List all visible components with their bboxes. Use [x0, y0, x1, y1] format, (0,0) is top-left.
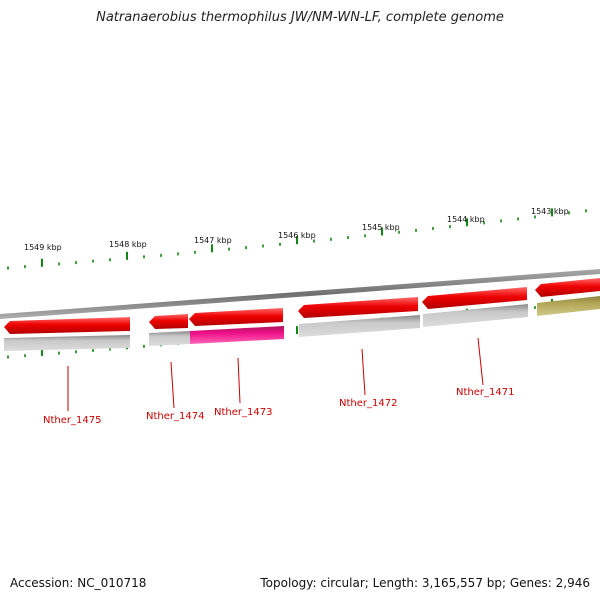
kbp-label: 1548 kbp: [109, 240, 147, 249]
kbp-label: 1543 kbp: [531, 207, 569, 216]
kbp-label: 1547 kbp: [194, 236, 232, 245]
gene-labels: Nther_1475 Nther_1474 Nther_1473 Nther_1…: [43, 387, 514, 426]
feature-bar[interactable]: [149, 331, 190, 346]
gene-arrow[interactable]: [298, 297, 418, 318]
feature-bar-other[interactable]: [537, 296, 600, 316]
ruler-labels: 1549 kbp 1548 kbp 1547 kbp 1546 kbp 1545…: [24, 207, 569, 252]
kbp-label: 1544 kbp: [447, 215, 485, 224]
gene-arrow[interactable]: [149, 314, 188, 329]
gene-leader-line: [361, 348, 366, 396]
gene-arrow[interactable]: [422, 287, 527, 309]
cds-track: [4, 278, 600, 334]
gene-leaders: [67, 337, 484, 411]
ruler-ticks-top: [7, 208, 587, 270]
gene-leader-line: [477, 337, 484, 386]
gene-label[interactable]: Nther_1475: [43, 415, 101, 426]
gene-label[interactable]: Nther_1472: [339, 398, 397, 409]
genome-title: Natranaerobius thermophilus JW/NM-WN-LF,…: [96, 10, 504, 25]
gene-arrow[interactable]: [189, 308, 283, 326]
kbp-label: 1545 kbp: [362, 223, 400, 232]
feature-bar[interactable]: [423, 304, 528, 327]
gene-label[interactable]: Nther_1471: [456, 387, 514, 398]
feature-bar[interactable]: [4, 335, 130, 351]
gene-arrow[interactable]: [4, 317, 130, 334]
gene-leader-line: [170, 361, 175, 409]
gene-label[interactable]: Nther_1474: [146, 411, 204, 422]
accession-text: Accession: NC_010718: [10, 576, 147, 590]
kbp-label: 1546 kbp: [278, 231, 316, 240]
gene-leader-line: [237, 357, 241, 404]
gene-label[interactable]: Nther_1473: [214, 407, 272, 418]
feature-bar[interactable]: [299, 315, 420, 337]
kbp-label: 1549 kbp: [24, 243, 62, 252]
feature-bar-highlight[interactable]: [190, 326, 284, 344]
gene-arrow[interactable]: [535, 278, 600, 297]
feature-track: [4, 296, 600, 351]
genome-summary-text: Topology: circular; Length: 3,165,557 bp…: [260, 576, 590, 590]
genome-backbone: [0, 269, 600, 319]
